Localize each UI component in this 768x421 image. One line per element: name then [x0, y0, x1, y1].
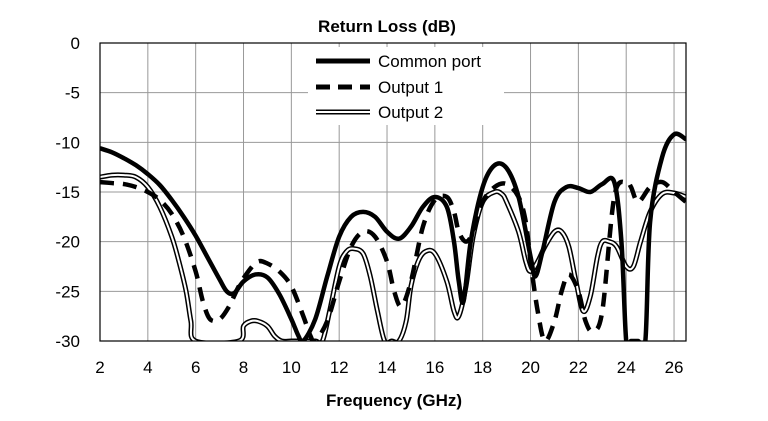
series-line-common-port: [100, 131, 686, 341]
chart-title: Return Loss (dB): [318, 17, 456, 36]
x-tick-label: 26: [665, 358, 684, 377]
x-tick-label: 6: [191, 358, 200, 377]
grid: [99, 42, 686, 342]
x-tick-label: 2: [95, 358, 104, 377]
legend-item-output-2: Output 2: [316, 103, 443, 122]
x-tick-label: 14: [378, 358, 397, 377]
y-tick-label: -5: [65, 84, 80, 103]
series-line-output-1: [100, 179, 686, 341]
x-tick-label: 8: [239, 358, 248, 377]
x-axis-label: Frequency (GHz): [326, 391, 462, 410]
x-tick-label: 20: [521, 358, 540, 377]
series-line-output-2-outer: [100, 172, 686, 341]
legend-label-output-2: Output 2: [378, 103, 443, 122]
legend-item-output-1: Output 1: [316, 78, 443, 97]
x-tick-label: 16: [425, 358, 444, 377]
y-tick-label: 0: [71, 34, 80, 53]
legend-item-common-port: Common port: [316, 52, 481, 71]
x-tick-label: 12: [330, 358, 349, 377]
x-tick-label: 22: [569, 358, 588, 377]
plot-border: [99, 42, 687, 342]
y-axis-ticks: 0 -5 -10 -15 -20 -25 -30: [55, 34, 80, 351]
y-tick-label: -10: [55, 133, 80, 152]
x-tick-label: 4: [143, 358, 152, 377]
y-tick-label: -15: [55, 183, 80, 202]
y-tick-label: -25: [55, 282, 80, 301]
x-tick-label: 24: [617, 358, 636, 377]
legend-label-output-1: Output 1: [378, 78, 443, 97]
y-tick-label: -30: [55, 332, 80, 351]
x-tick-label: 10: [282, 358, 301, 377]
series-layer: [100, 131, 686, 341]
legend-label-common-port: Common port: [378, 52, 481, 71]
x-axis-ticks: 2 4 6 8 10 12 14 16 18 20 22 24 26: [95, 358, 683, 377]
y-tick-label: -20: [55, 233, 80, 252]
plot-area: [100, 131, 686, 341]
x-tick-label: 18: [473, 358, 492, 377]
legend: Common port Output 1 Output 2: [308, 47, 504, 125]
